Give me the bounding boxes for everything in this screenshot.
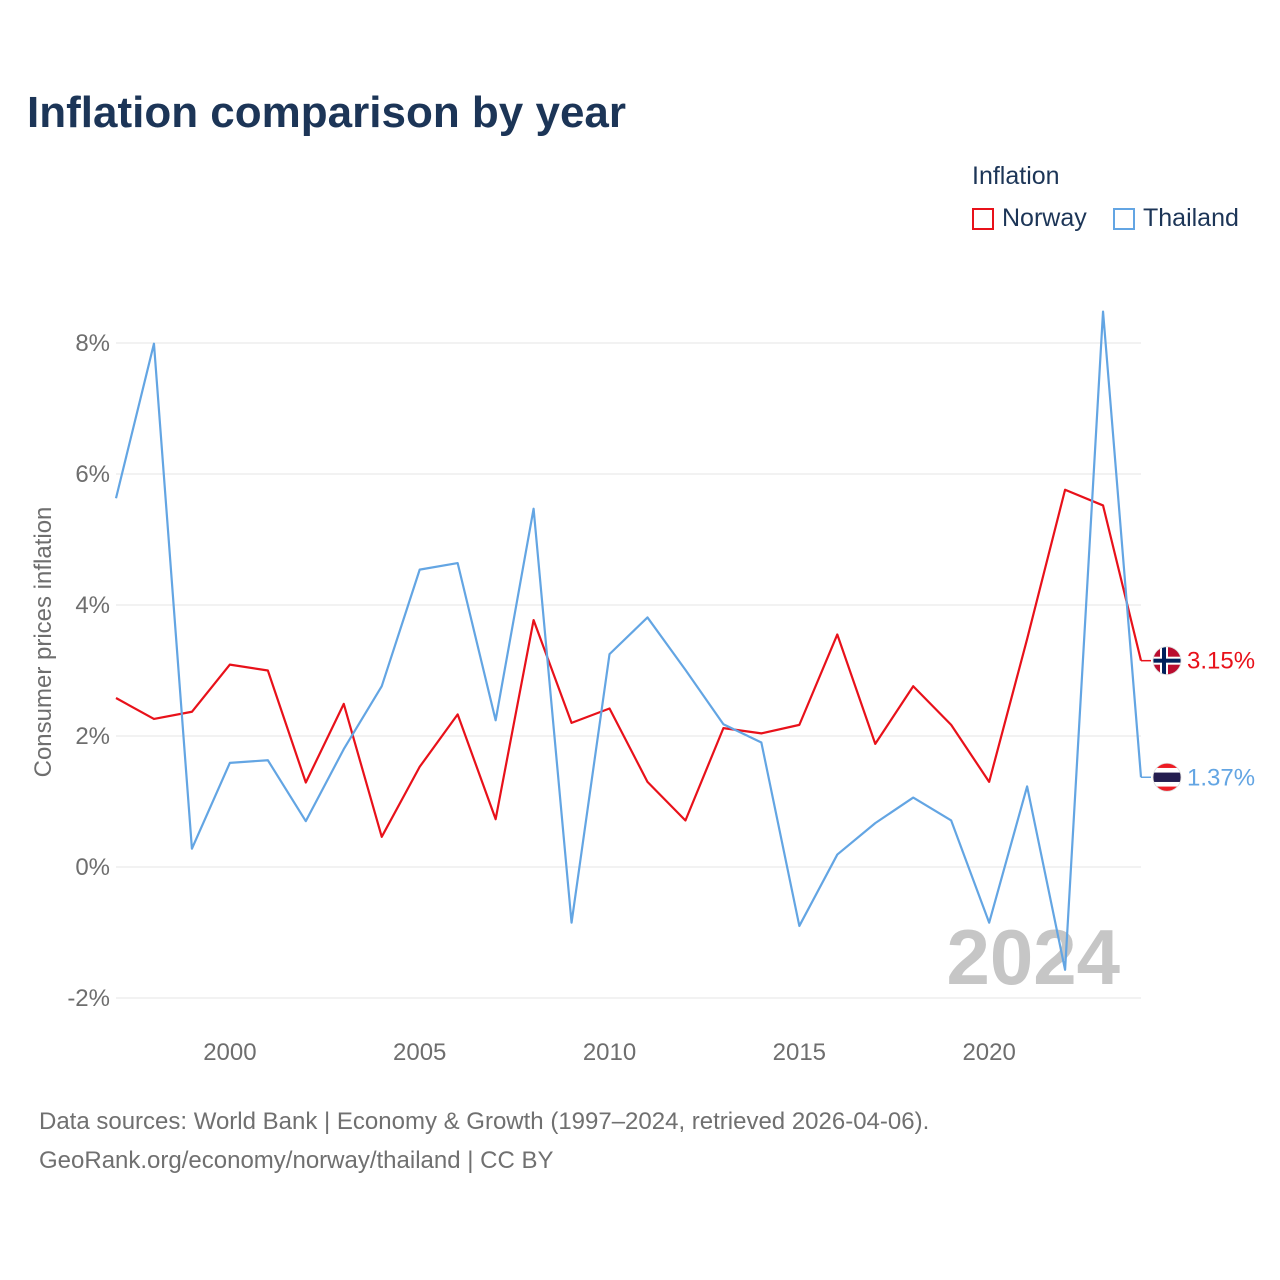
x-tick-label: 2010 — [583, 1039, 636, 1066]
norway-flag-icon — [1152, 646, 1182, 676]
x-tick-label: 2015 — [773, 1039, 826, 1066]
x-tick-label: 2005 — [393, 1039, 446, 1066]
end-labels: 3.15% 1.37% — [1141, 646, 1255, 792]
x-axis-ticks: 2000 2005 2010 2015 2020 — [203, 1039, 1016, 1066]
source-link[interactable]: GeoRank.org/economy/norway/thailand | CC… — [39, 1147, 554, 1174]
legend-title: Inflation — [972, 162, 1060, 190]
chart-title: Inflation comparison by year — [27, 88, 627, 137]
y-tick-label: 6% — [75, 461, 110, 488]
legend-label-thailand: Thailand — [1143, 204, 1239, 232]
y-tick-label: -2% — [67, 985, 110, 1012]
y-tick-label: 8% — [75, 330, 110, 357]
legend-swatch-thailand — [1113, 207, 1135, 230]
x-tick-label: 2000 — [203, 1039, 256, 1066]
series-line-thailand — [114, 310, 1143, 971]
y-tick-label: 0% — [75, 854, 110, 881]
y-tick-label: 4% — [75, 592, 110, 619]
x-tick-label: 2020 — [962, 1039, 1015, 1066]
series-line-norway — [115, 488, 1143, 838]
y-tick-label: 2% — [75, 723, 110, 750]
series-lines — [114, 310, 1143, 971]
end-value-label: 3.15% — [1187, 648, 1255, 675]
legend-label-norway: Norway — [1002, 204, 1087, 232]
source-note: Data sources: World Bank | Economy & Gro… — [39, 1108, 930, 1135]
grid-lines — [116, 342, 1141, 999]
end-value-label: 1.37% — [1187, 764, 1255, 791]
legend-swatch-norway — [972, 207, 994, 230]
year-watermark: 2024 — [946, 913, 1120, 1001]
y-axis-ticks: -2% 0% 2% 4% 6% 8% — [67, 330, 110, 1012]
legend-item-norway[interactable]: Norway — [972, 204, 1087, 233]
y-axis-label: Consumer prices inflation — [30, 507, 57, 778]
legend-item-thailand[interactable]: Thailand — [1113, 204, 1239, 233]
thailand-flag-icon — [1152, 762, 1182, 792]
